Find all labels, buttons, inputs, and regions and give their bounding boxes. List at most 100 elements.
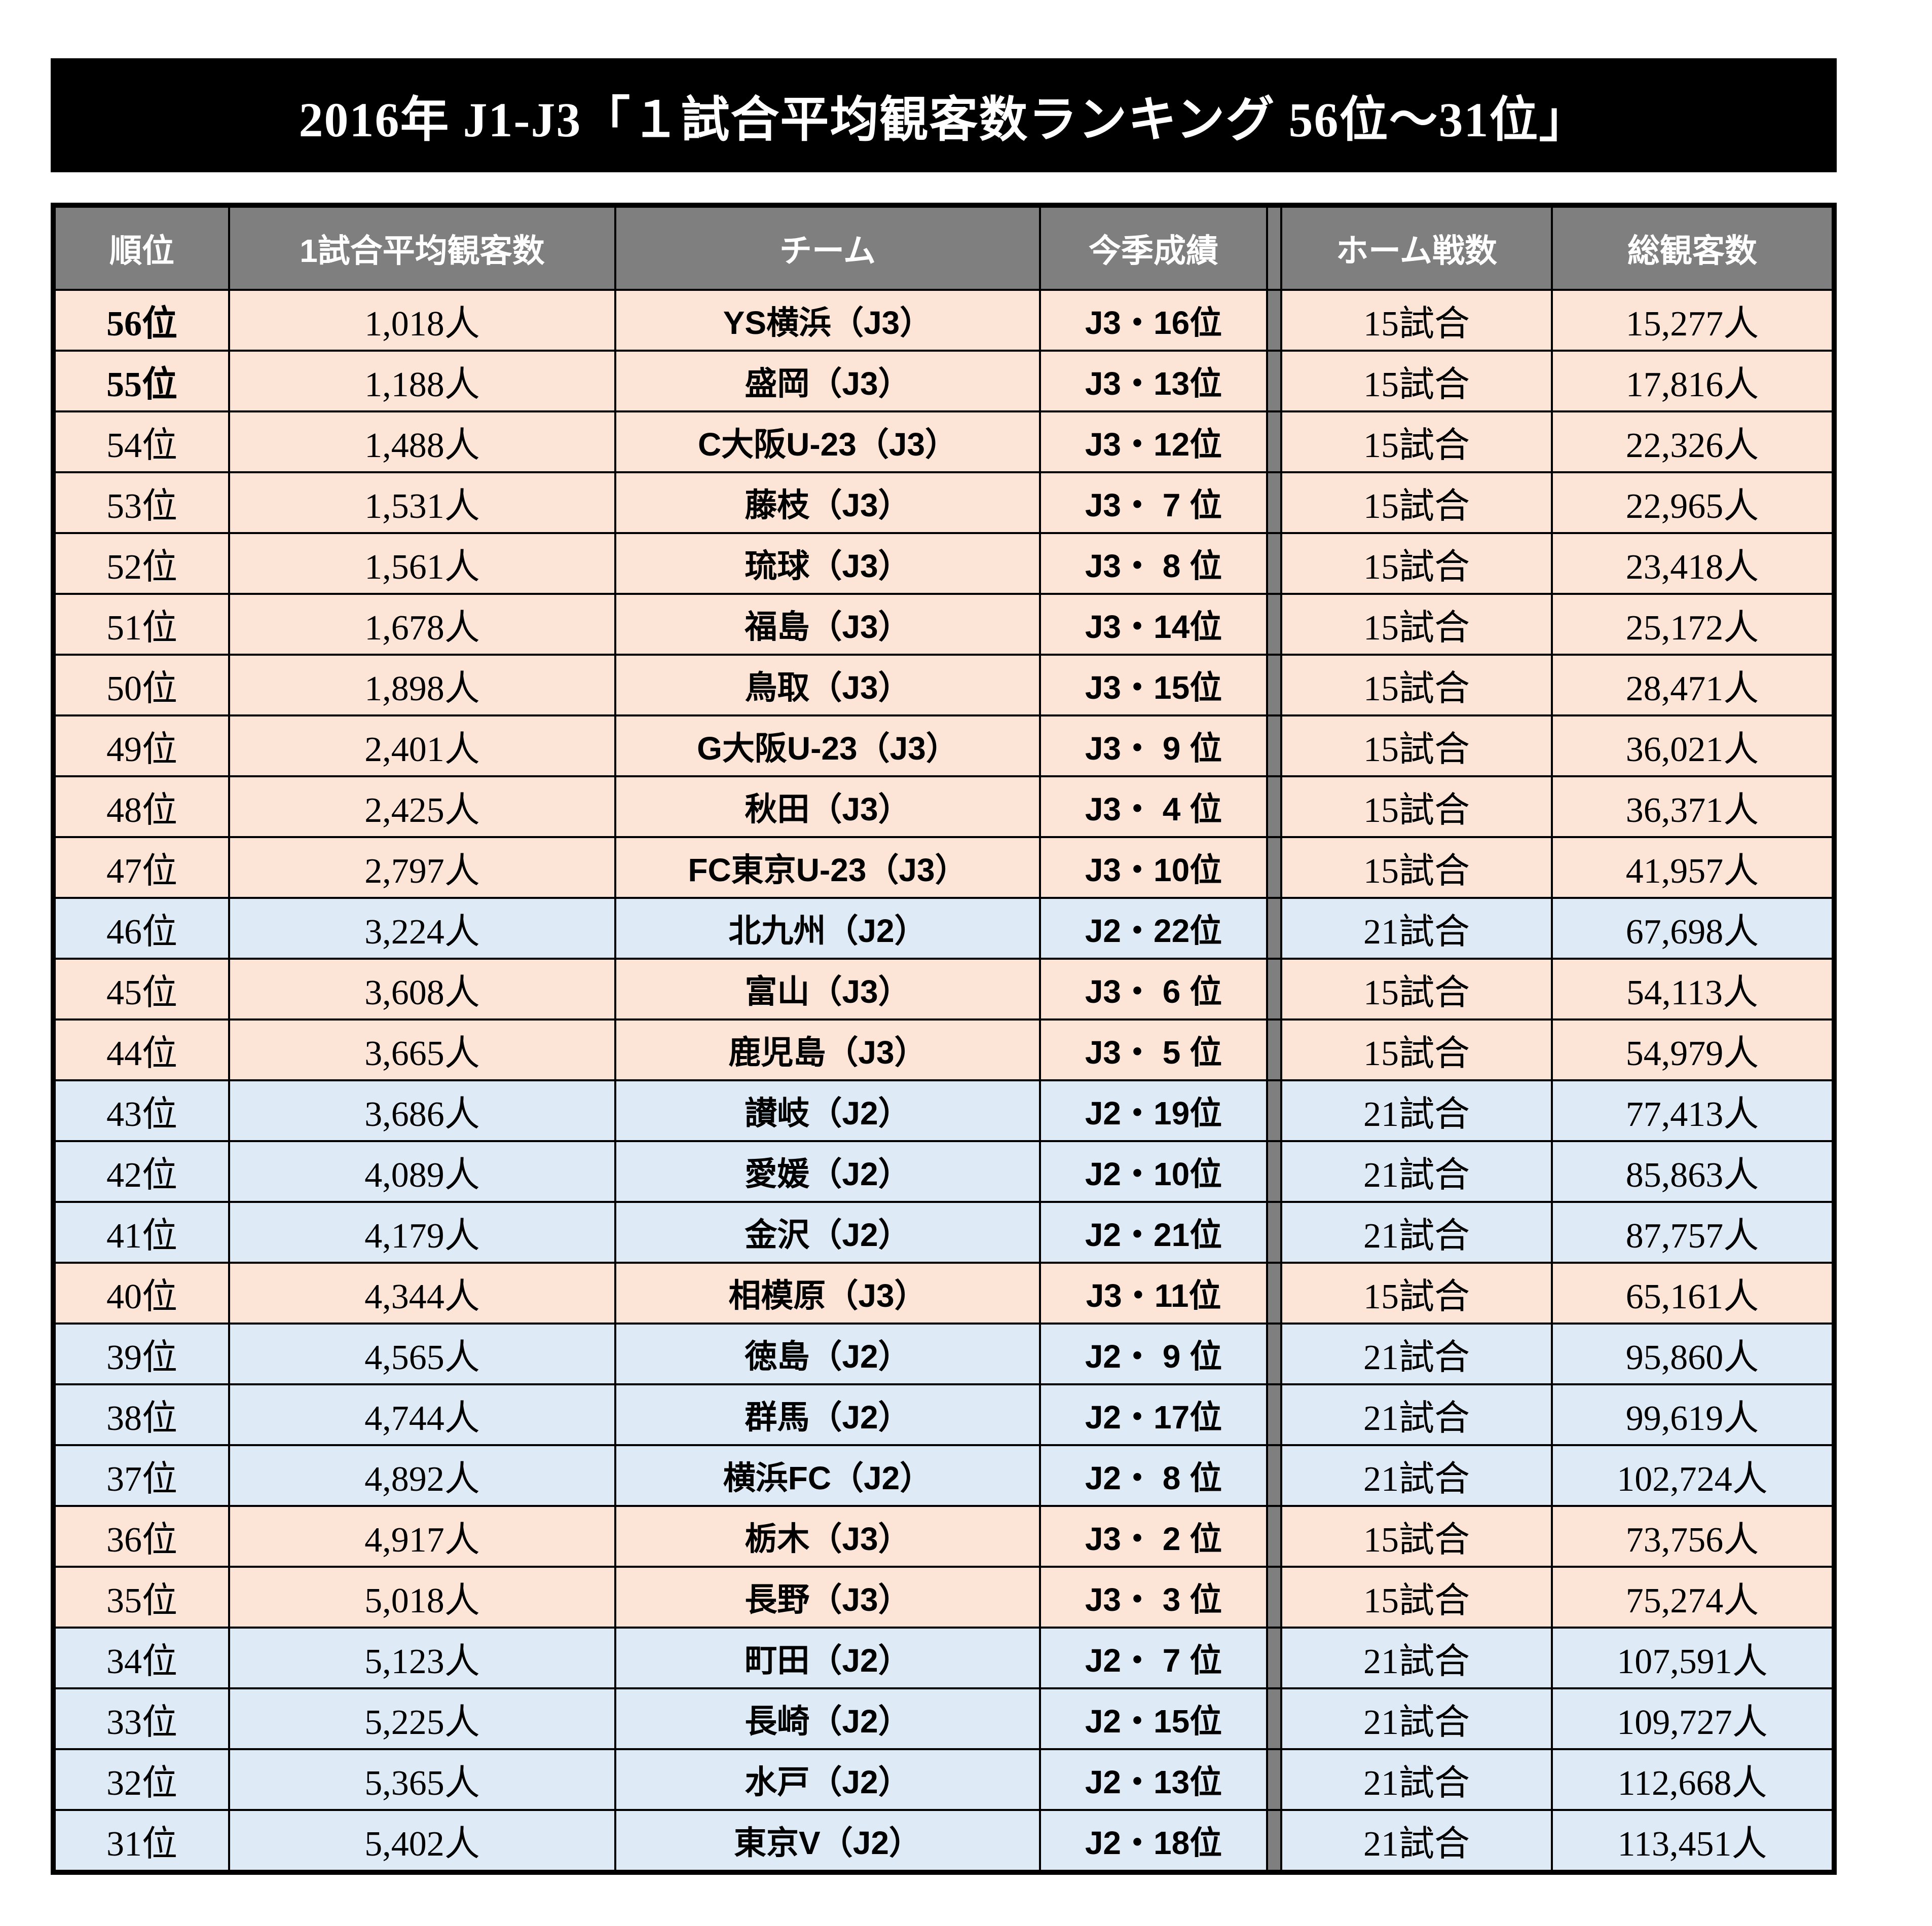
home-games-cell: 21試合 <box>1282 1689 1551 1748</box>
total-attendance-cell: 85,863人 <box>1553 1142 1832 1201</box>
season-result-cell: J2・13位 <box>1041 1750 1266 1809</box>
home-games-cell: 15試合 <box>1282 595 1551 654</box>
home-games-cell: 15試合 <box>1282 412 1551 471</box>
home-games-cell: 15試合 <box>1282 352 1551 410</box>
total-attendance-cell: 112,668人 <box>1553 1750 1832 1809</box>
rank-cell: 53位 <box>56 473 228 532</box>
total-attendance-cell: 25,172人 <box>1553 595 1832 654</box>
team-cell: 東京V（J2） <box>616 1811 1039 1870</box>
total-attendance-cell: 67,698人 <box>1553 899 1832 958</box>
column-divider <box>1268 899 1280 958</box>
rank-cell: 48位 <box>56 777 228 836</box>
column-divider <box>1268 1629 1280 1687</box>
season-result-cell: J2・17位 <box>1041 1385 1266 1444</box>
home-games-cell: 21試合 <box>1282 1385 1551 1444</box>
column-divider <box>1268 595 1280 654</box>
column-divider <box>1268 1021 1280 1079</box>
home-games-cell: 21試合 <box>1282 1811 1551 1870</box>
total-attendance-cell: 77,413人 <box>1553 1081 1832 1140</box>
team-cell: 相模原（J3） <box>616 1264 1039 1323</box>
home-games-cell: 15試合 <box>1282 960 1551 1018</box>
season-result-cell: J3・ 3 位 <box>1041 1568 1266 1627</box>
season-result-cell: J2・19位 <box>1041 1081 1266 1140</box>
home-games-cell: 21試合 <box>1282 899 1551 958</box>
season-result-cell: J3・13位 <box>1041 352 1266 410</box>
column-divider <box>1268 412 1280 471</box>
rank-cell: 37位 <box>56 1446 228 1505</box>
header-cell-team: チーム <box>616 208 1039 289</box>
season-result-cell: J3・ 4 位 <box>1041 777 1266 836</box>
home-games-cell: 15試合 <box>1282 1507 1551 1566</box>
rank-cell: 40位 <box>56 1264 228 1323</box>
home-games-cell: 21試合 <box>1282 1203 1551 1262</box>
column-divider <box>1268 1446 1280 1505</box>
season-result-cell: J2・21位 <box>1041 1203 1266 1262</box>
column-divider <box>1268 1507 1280 1566</box>
rank-cell: 45位 <box>56 960 228 1018</box>
team-cell: FC東京U-23（J3） <box>616 838 1039 897</box>
season-result-cell: J2・15位 <box>1041 1689 1266 1748</box>
avg-attendance-cell: 3,224人 <box>230 899 614 958</box>
season-result-cell: J3・10位 <box>1041 838 1266 897</box>
total-attendance-cell: 22,326人 <box>1553 412 1832 471</box>
avg-attendance-cell: 4,744人 <box>230 1385 614 1444</box>
team-cell: YS横浜（J3） <box>616 291 1039 350</box>
team-cell: 群馬（J2） <box>616 1385 1039 1444</box>
team-cell: 金沢（J2） <box>616 1203 1039 1262</box>
avg-attendance-cell: 2,797人 <box>230 838 614 897</box>
team-cell: 藤枝（J3） <box>616 473 1039 532</box>
rank-cell: 51位 <box>56 595 228 654</box>
season-result-cell: J3・ 6 位 <box>1041 960 1266 1018</box>
column-divider <box>1268 1689 1280 1748</box>
season-result-cell: J3・ 5 位 <box>1041 1021 1266 1079</box>
rank-cell: 47位 <box>56 838 228 897</box>
avg-attendance-cell: 4,344人 <box>230 1264 614 1323</box>
total-attendance-cell: 73,756人 <box>1553 1507 1832 1566</box>
header-cell-home-games: ホーム戦数 <box>1282 208 1551 289</box>
total-attendance-cell: 75,274人 <box>1553 1568 1832 1627</box>
home-games-cell: 15試合 <box>1282 1568 1551 1627</box>
team-cell: 富山（J3） <box>616 960 1039 1018</box>
column-divider <box>1268 208 1280 289</box>
column-divider <box>1268 656 1280 714</box>
team-cell: 水戸（J2） <box>616 1750 1039 1809</box>
rank-cell: 42位 <box>56 1142 228 1201</box>
column-divider <box>1268 1203 1280 1262</box>
column-divider <box>1268 1750 1280 1809</box>
season-result-cell: J3・ 8 位 <box>1041 534 1266 593</box>
avg-attendance-cell: 5,123人 <box>230 1629 614 1687</box>
avg-attendance-cell: 4,179人 <box>230 1203 614 1262</box>
season-result-cell: J2・22位 <box>1041 899 1266 958</box>
avg-attendance-cell: 1,488人 <box>230 412 614 471</box>
home-games-cell: 15試合 <box>1282 838 1551 897</box>
title-bar: 2016年 J1-J3「１試合平均観客数ランキング 56位～31位」 <box>51 58 1837 172</box>
attendance-ranking-table: 順位 1試合平均観客数 チーム 今季成績 ホーム戦数 総観客数 56位 1,01… <box>51 203 1837 1875</box>
team-cell: 讃岐（J2） <box>616 1081 1039 1140</box>
column-divider <box>1268 777 1280 836</box>
avg-attendance-cell: 3,608人 <box>230 960 614 1018</box>
header-cell-avg-attendance: 1試合平均観客数 <box>230 208 614 289</box>
rank-cell: 34位 <box>56 1629 228 1687</box>
rank-cell: 50位 <box>56 656 228 714</box>
home-games-cell: 21試合 <box>1282 1750 1551 1809</box>
avg-attendance-cell: 4,089人 <box>230 1142 614 1201</box>
home-games-cell: 15試合 <box>1282 777 1551 836</box>
season-result-cell: J3・ 2 位 <box>1041 1507 1266 1566</box>
team-cell: 琉球（J3） <box>616 534 1039 593</box>
rank-cell: 46位 <box>56 899 228 958</box>
season-result-cell: J3・ 7 位 <box>1041 473 1266 532</box>
rank-cell: 49位 <box>56 716 228 775</box>
home-games-cell: 15試合 <box>1282 473 1551 532</box>
avg-attendance-cell: 1,561人 <box>230 534 614 593</box>
season-result-cell: J2・18位 <box>1041 1811 1266 1870</box>
home-games-cell: 15試合 <box>1282 716 1551 775</box>
season-result-cell: J3・16位 <box>1041 291 1266 350</box>
column-divider <box>1268 1811 1280 1870</box>
rank-cell: 41位 <box>56 1203 228 1262</box>
avg-attendance-cell: 2,401人 <box>230 716 614 775</box>
avg-attendance-cell: 5,225人 <box>230 1689 614 1748</box>
total-attendance-cell: 23,418人 <box>1553 534 1832 593</box>
season-result-cell: J2・ 9 位 <box>1041 1325 1266 1383</box>
team-cell: 町田（J2） <box>616 1629 1039 1687</box>
